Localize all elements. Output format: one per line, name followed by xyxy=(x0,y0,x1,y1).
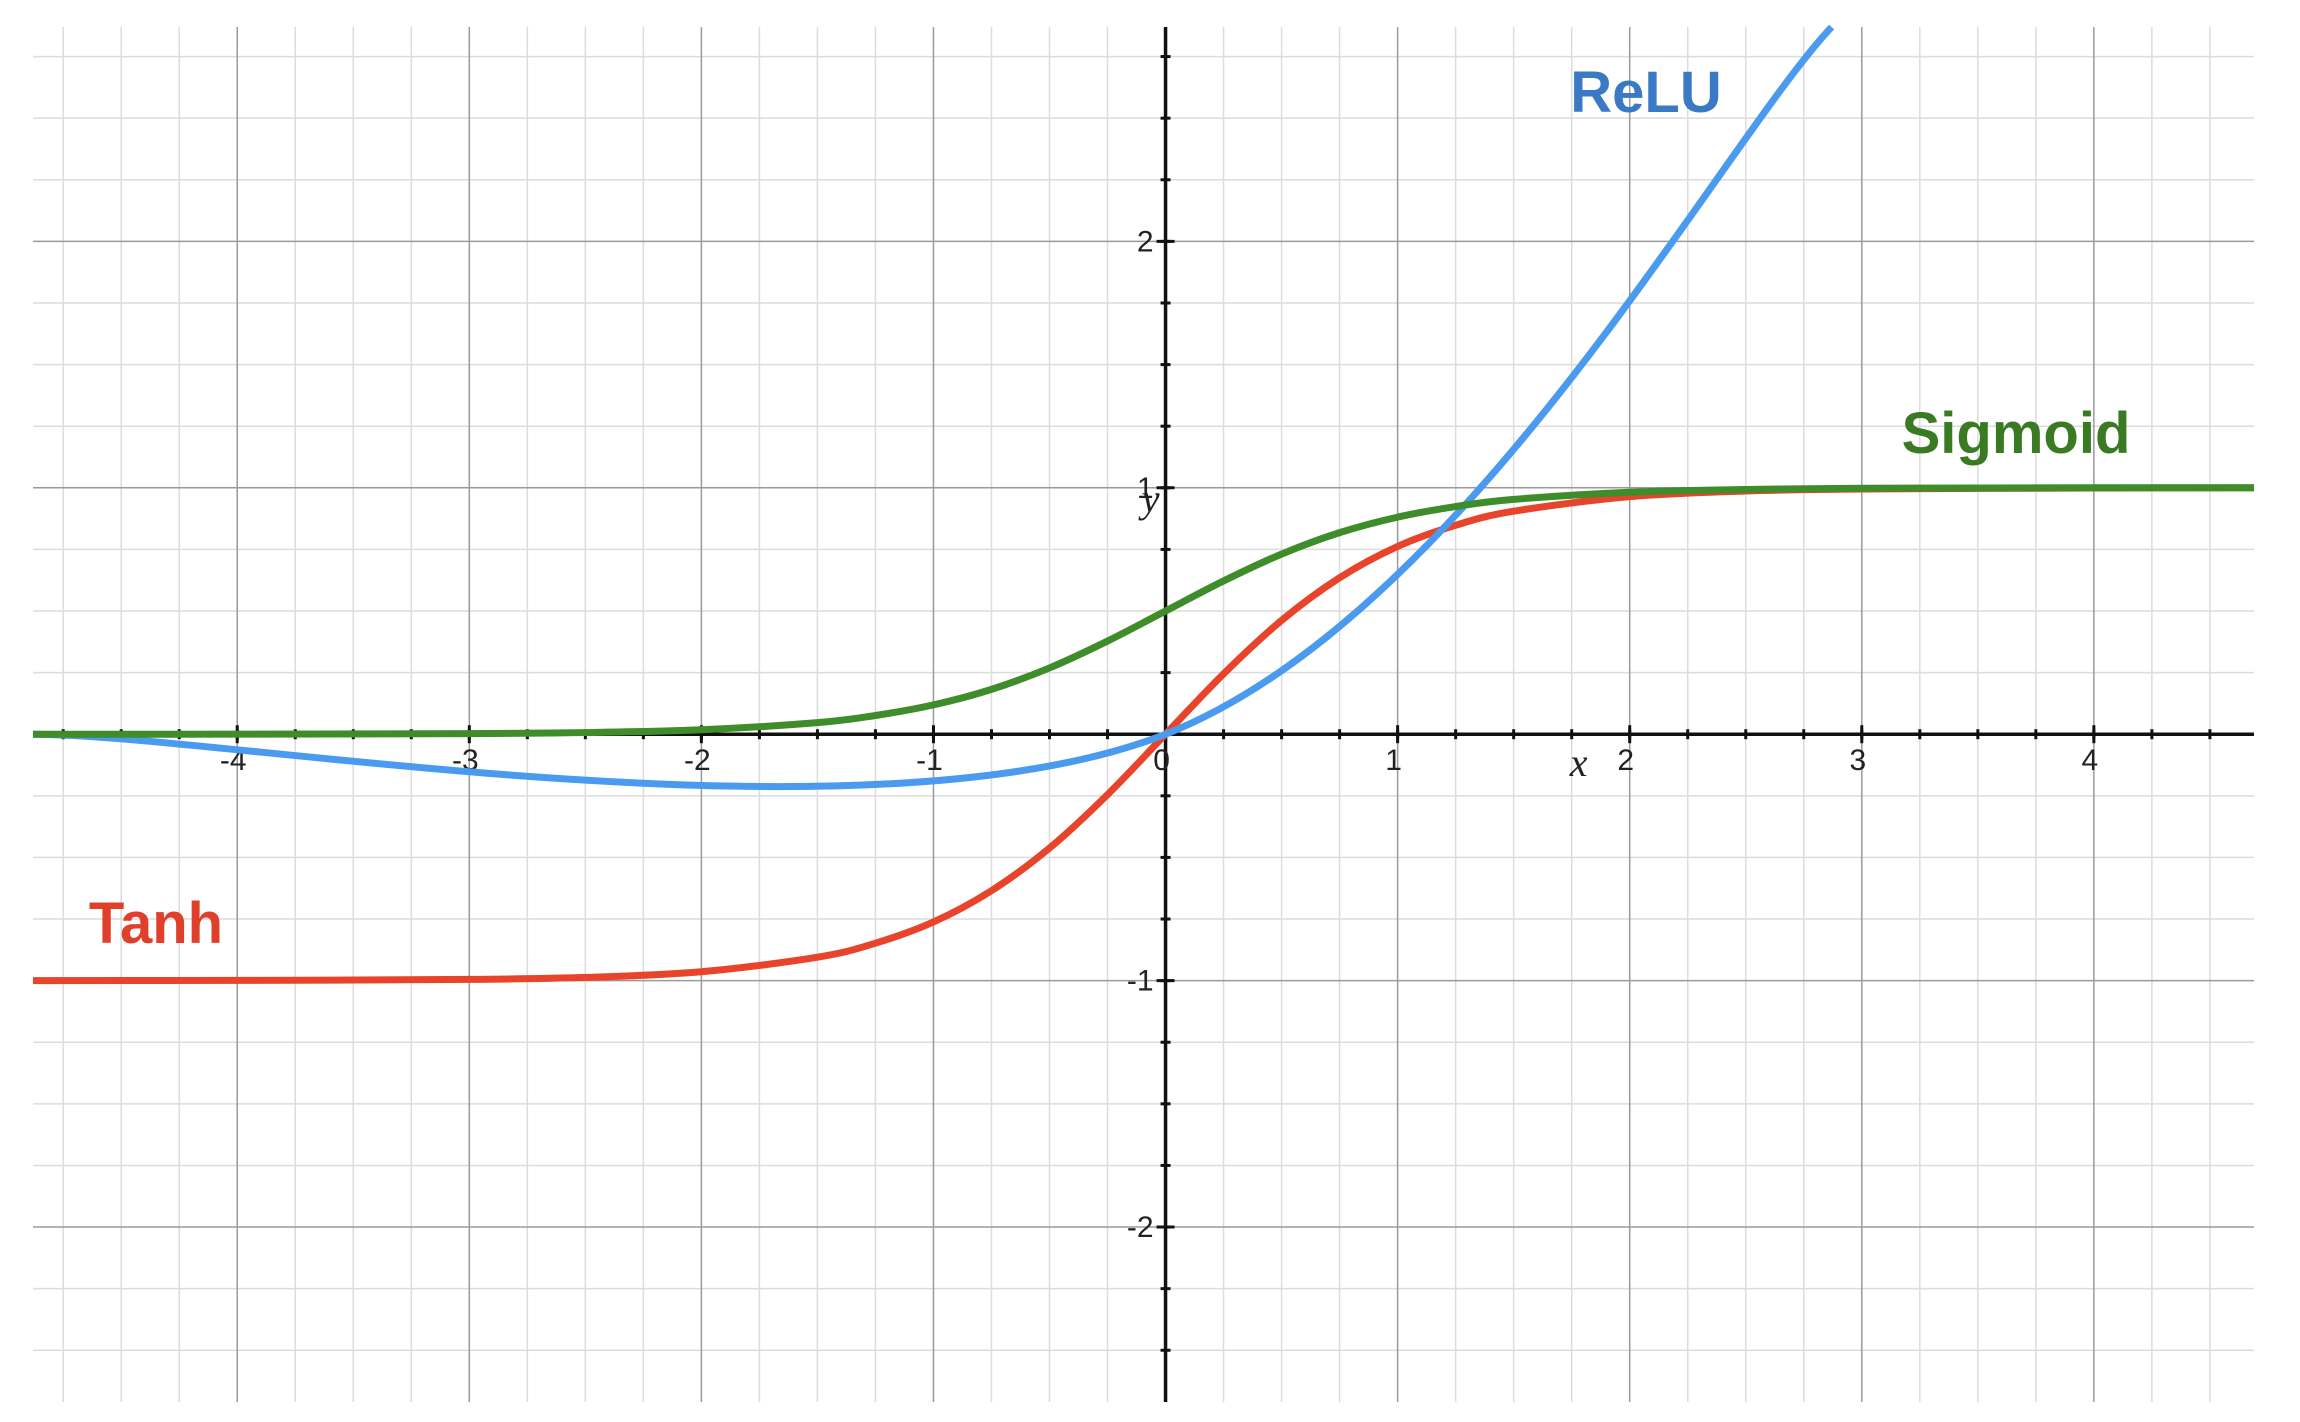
series-label: Tanh xyxy=(89,891,223,956)
series-label: ReLU xyxy=(1570,60,1721,125)
series-line xyxy=(32,24,1835,791)
x-tick-label: 2 xyxy=(1617,744,1634,777)
series-label: Sigmoid xyxy=(1902,401,2131,466)
y-tick-label: 1 xyxy=(1137,472,1154,505)
y-axis-label: y xyxy=(1138,476,1160,521)
y-tick-label: -1 xyxy=(1127,965,1154,998)
x-tick-label: -1 xyxy=(916,744,943,777)
y-tick-label: -2 xyxy=(1127,1211,1154,1244)
x-axis-label: x xyxy=(1569,740,1588,785)
x-tick-label: 1 xyxy=(1385,744,1402,777)
y-tick-label: 2 xyxy=(1137,225,1154,258)
x-tick-label: 0 xyxy=(1153,744,1170,777)
x-tick-label: 4 xyxy=(2082,744,2099,777)
series-line xyxy=(32,484,2255,738)
x-tick-label: 3 xyxy=(1849,744,1866,777)
x-tick-label: -2 xyxy=(684,744,711,777)
